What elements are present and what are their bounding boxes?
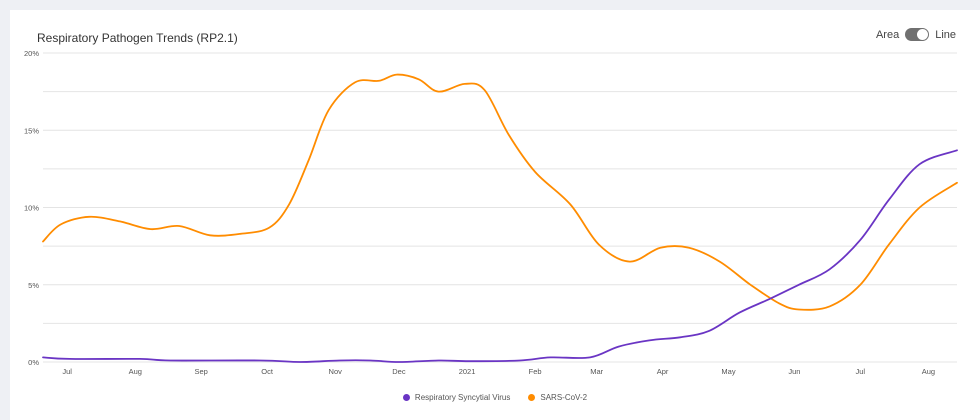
chart-card: Respiratory Pathogen Trends (RP2.1) Area… [10,10,980,420]
y-axis-ticks: 0% 5% 10% 15% 20% [24,49,39,367]
toggle-knob [917,29,929,40]
x-tick-label: Aug [129,367,142,376]
legend-label-sars-cov-2: SARS-CoV-2 [540,393,588,402]
x-tick-label: Jul [856,367,866,376]
line-chart: 0% 5% 10% 15% 20% Jul Aug Sep Oct Nov Dec 2021 Feb M… [24,49,958,376]
chart-title: Respiratory Pathogen Trends (RP2.1) [37,31,238,45]
y-tick-label: 10% [24,204,39,213]
x-tick-label: Nov [329,367,343,376]
legend: Respiratory Syncytial Virus SARS-CoV-2 [10,393,980,402]
series-line-sars-cov-2[interactable] [42,73,958,311]
y-tick-label: 0% [28,358,39,367]
x-tick-label: Dec [392,367,406,376]
y-tick-label: 20% [24,49,39,58]
series-lines [42,73,958,363]
x-tick-label: Oct [261,367,274,376]
legend-dot-rsv [402,394,410,401]
x-tick-label: May [721,367,735,376]
x-tick-label: Apr [657,367,669,376]
x-tick-label: Jun [788,367,800,376]
y-tick-label: 5% [28,281,39,290]
y-tick-label: 15% [24,126,39,135]
legend-label-rsv: Respiratory Syncytial Virus [414,393,511,402]
x-tick-label: Feb [529,367,542,376]
x-axis-ticks: Jul Aug Sep Oct Nov Dec 2021 Feb Mar Apr May Jun Jul… [62,367,935,376]
x-tick-label: 2021 [459,367,476,376]
series-line-rsv[interactable] [42,149,958,363]
toggle-label-area[interactable]: Area [875,28,900,41]
x-tick-label: Sep [195,367,208,376]
area-line-toggle-switch[interactable] [905,28,930,41]
legend-item-rsv[interactable]: Respiratory Syncytial Virus [402,393,511,402]
x-tick-label: Mar [590,367,603,376]
toggle-label-line[interactable]: Line [935,28,956,41]
grid-lines [43,52,957,363]
x-tick-label: Jul [62,367,72,376]
legend-dot-sars-cov-2 [528,394,536,401]
area-line-toggle-group: Area Line [876,28,956,41]
legend-item-sars-cov-2[interactable]: SARS-CoV-2 [528,393,587,402]
x-tick-label: Aug [922,367,935,376]
